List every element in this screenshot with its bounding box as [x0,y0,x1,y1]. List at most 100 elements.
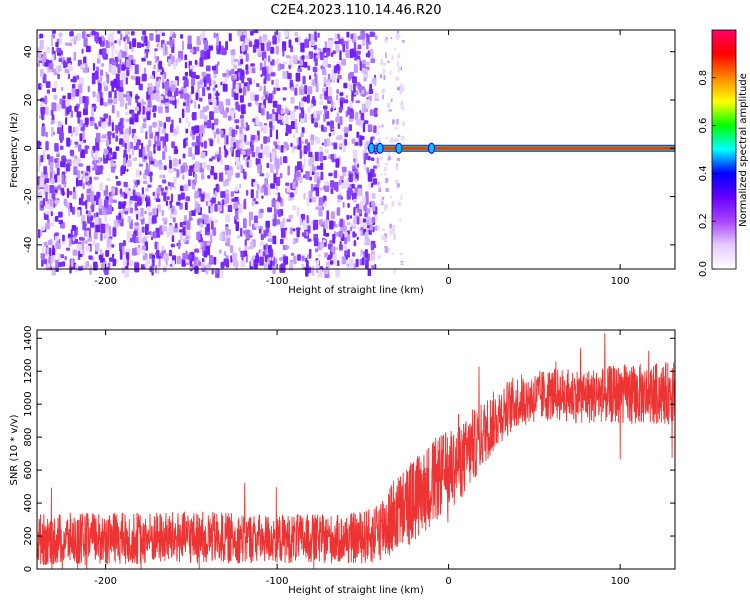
spectrogram-cell [244,38,250,46]
spectrogram-cell [50,109,54,116]
spectrogram-cell [391,55,394,60]
spectrogram-cell [37,62,41,67]
spectrogram-cell [145,131,148,140]
spectrogram-cell [297,254,301,261]
spectrogram-cell [307,65,311,71]
spectrogram-cell [161,209,164,217]
spectrogram-cell [272,235,277,245]
spectrogram-cell [176,58,181,63]
spectrogram-cell [38,229,41,239]
snr-x-tick-label: 100 [611,576,630,587]
spectrogram-cell [206,223,210,232]
spectrogram-cell [202,87,206,97]
spectrogram-cell [199,132,202,142]
spectrogram-cell [164,102,169,107]
spectrogram-cell [298,136,302,146]
snr-y-tick-label: 1200 [23,358,34,383]
spectrogram-cell [90,191,95,201]
spectrogram-cell [228,70,232,76]
spectrogram-cell [50,37,54,47]
spectrogram-cell [45,192,48,202]
spectrogram-cell [263,78,267,85]
spectrogram-cell [148,98,152,108]
spectrogram-cell [182,221,187,226]
spectrogram-cell [109,196,113,204]
spectrogram-cell [274,158,280,167]
spectrogram-cell [339,50,342,61]
spectrogram-cell [392,252,395,255]
spectrogram-cell [113,83,119,88]
spectrogram-cell [258,121,263,127]
spectrogram-cell [319,220,324,225]
spectrogram-cell [49,222,55,227]
spectrogram-cell [138,148,143,158]
spectrogram-cell [255,102,259,106]
spectrogram-cell [225,171,228,175]
spectrogram-cell [128,126,131,135]
spectrogram-cell [201,173,205,180]
spectrogram-cell [300,101,305,108]
spectrogram-cell [198,104,201,109]
spectrogram-cell [314,151,319,162]
spectrogram-cell [134,96,140,100]
spectrogram-cell [54,199,60,205]
spectrogram-cell [170,193,173,203]
spectrogram-cell [240,58,244,65]
spectrogram-cell [219,154,222,162]
spectrogram-cell [365,99,370,109]
spectrogram-cell [120,33,123,41]
spectrogram-cell [190,49,194,53]
snr-y-tick-label: 600 [23,461,34,480]
spectrogram-cell [254,39,259,48]
spectrogram-cell [259,85,263,92]
spectrogram-cell [273,141,278,146]
spectrogram-cell [68,125,72,134]
spectrogram-cell [238,197,241,201]
spectrogram-cell [150,160,155,165]
colorbar: 0.0 0.2 0.4 0.6 0.8 Normalized spectral ampl… [698,29,749,277]
spectrogram-cell [322,239,326,243]
spectrogram-cell [226,135,229,145]
spectrogram-cell [154,231,157,239]
spectrogram-cell [195,75,200,79]
spectrogram-cell [213,32,216,39]
spectrogram-cell [114,40,117,44]
spectrogram-cell [314,57,318,66]
spectrogram-cell [162,151,166,160]
spectrogram-cell [150,75,154,79]
spectrogram-cell [90,215,93,221]
spectrogram-cell [337,33,340,39]
spectrogram-cell [259,208,264,214]
spectrogram-cell [305,171,310,180]
spectrogram-cell [346,259,349,269]
spectrogram-cell [75,239,79,244]
spectrogram-cell [343,232,348,238]
spectrogram-cell [342,202,345,208]
spectrogram-cell [306,215,309,224]
spectrogram-cell [322,57,328,67]
spectrogram-cell [191,142,197,146]
spectrogram-cell [284,115,289,125]
spectrogram-cell [319,187,324,191]
spectrogram-cell [206,192,211,202]
spectrogram-cell [131,46,134,53]
spectrogram-cell [119,249,123,260]
spectrogram-y-tick-label: 20 [23,94,34,107]
spectrogram-cell [241,43,245,52]
spectrogram-cell [400,262,404,265]
spectrogram-cell [165,200,169,206]
spectrogram-cell [49,199,53,207]
spectrogram-cell [260,186,264,193]
spectrogram-cell [77,243,82,251]
spectrogram-x-axis-label: Height of straight line (km) [288,285,424,296]
spectrogram-cell [317,268,323,278]
spectrogram-cell [156,92,160,101]
spectrogram-cell [283,148,287,153]
spectrogram-cell [313,238,319,247]
spectrogram-cell [71,225,76,231]
spectrogram-cell [292,228,296,232]
spectrogram-x-tick-label: 100 [611,276,630,287]
spectrogram-cell [272,218,277,227]
spectrogram-cell [402,39,405,43]
snr-y-tick-label: 1400 [23,326,34,351]
